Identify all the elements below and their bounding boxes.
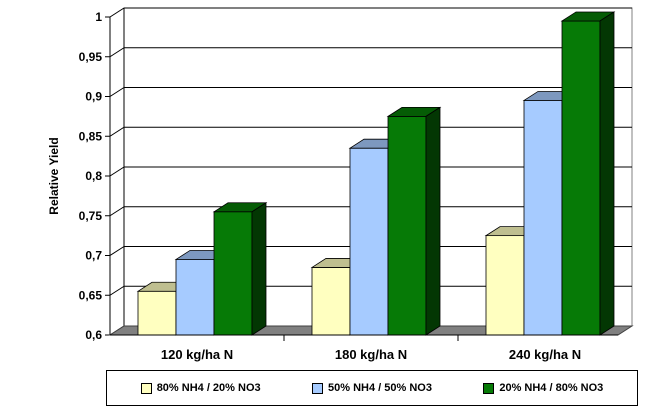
bar (387, 115, 427, 336)
y-tick-label: 1 (95, 10, 102, 24)
bar (349, 147, 389, 336)
legend-item: 20% NH4 / 80% NO3 (483, 382, 603, 394)
legend-label: 50% NH4 / 50% NO3 (328, 382, 432, 394)
bar (561, 20, 601, 336)
bar-chart: 0,6 0,65 0,7 0,75 0,8 0,85 0,9 0,95 1 120 kg/ha N… (47, 7, 634, 362)
bar (175, 259, 215, 336)
y-tick-label: 0,65 (79, 288, 103, 302)
legend-item: 80% NH4 / 20% NO3 (140, 382, 261, 394)
bar (213, 211, 253, 336)
legend-label: 80% NH4 / 20% NO3 (156, 382, 261, 394)
y-tick-label: 0,8 (85, 169, 102, 183)
bar (485, 235, 525, 336)
bar (311, 267, 351, 336)
legend-swatch (312, 382, 324, 394)
side-wall-gridline (109, 246, 125, 256)
y-axis-title: Relative Yield (47, 137, 61, 214)
side-wall-gridline (109, 7, 125, 18)
y-tick-label: 0,95 (79, 50, 103, 64)
y-tick-label: 0,6 (85, 328, 102, 342)
y-tick-label: 0,9 (85, 90, 102, 104)
y-tick-label: 0,7 (85, 249, 102, 263)
side-wall-gridline (109, 87, 125, 97)
side-wall-gridline (109, 126, 125, 137)
side-wall-gridline (109, 47, 125, 58)
y-tick-label: 0,75 (79, 209, 103, 223)
bar (137, 290, 177, 336)
legend-item: 50% NH4 / 50% NO3 (312, 382, 432, 394)
x-category-label: 180 kg/ha N (335, 347, 407, 362)
legend-label: 20% NH4 / 80% NO3 (499, 382, 604, 394)
y-tick-label: 0,85 (79, 129, 103, 143)
legend-swatch (483, 382, 495, 394)
side-wall-gridline (109, 285, 125, 296)
legend-swatch (140, 382, 152, 394)
side-wall-gridline (109, 206, 125, 217)
x-category-label: 120 kg/ha N (161, 347, 233, 362)
x-category-label: 240 kg/ha N (509, 347, 581, 362)
legend: 80% NH4 / 20% NO3 50% NH4 / 50% NO3 20% NH… (106, 370, 638, 406)
bar-side-face (425, 106, 441, 336)
bar-side-face (599, 11, 615, 336)
side-wall-gridline (109, 166, 125, 177)
bar-side-face (251, 202, 267, 336)
bar (523, 100, 563, 336)
